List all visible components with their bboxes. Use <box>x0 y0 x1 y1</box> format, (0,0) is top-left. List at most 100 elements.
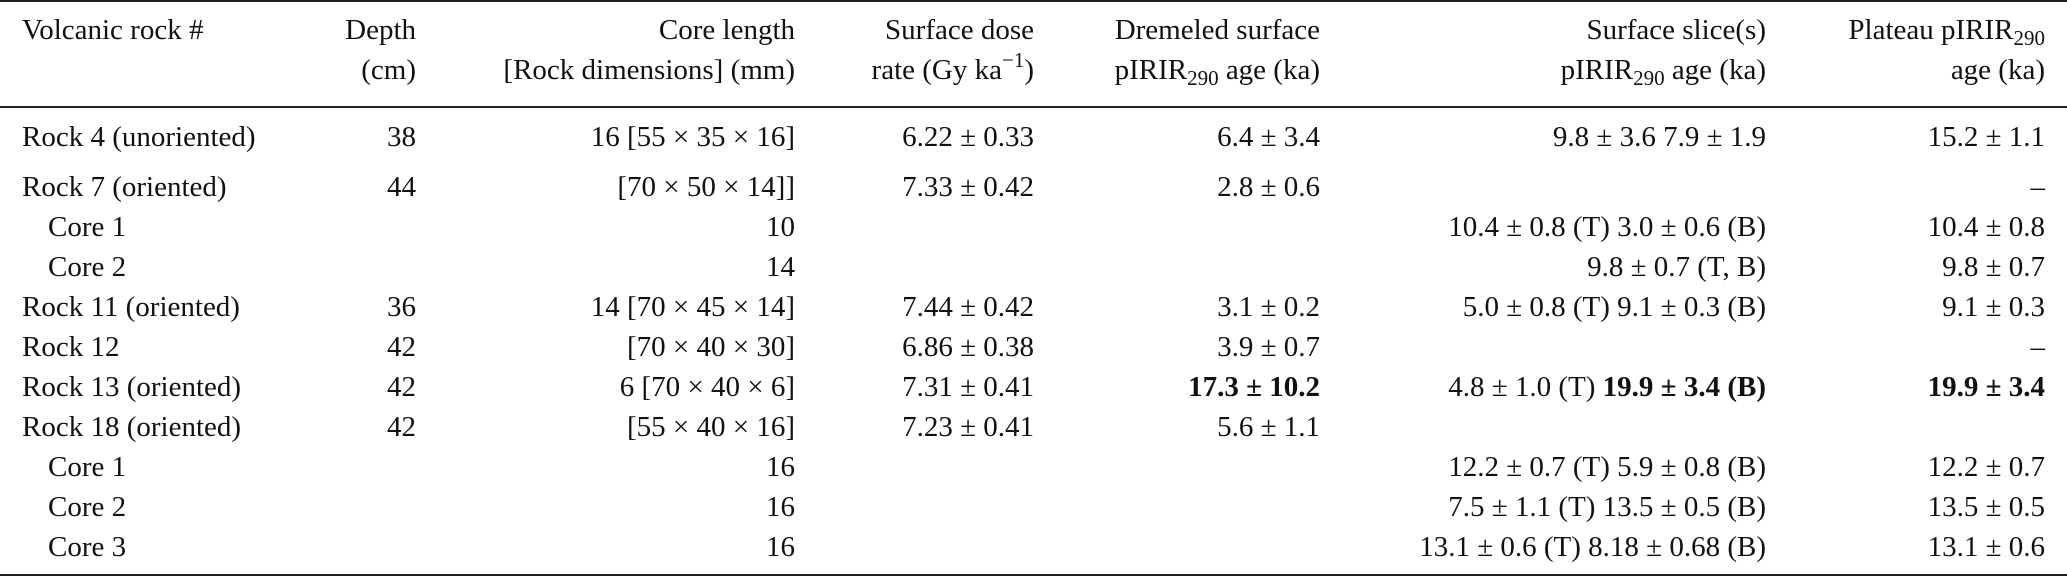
header-subscript: 290 <box>1633 66 1665 90</box>
header-text: pIRIR <box>1114 54 1188 86</box>
cell-rock: Rock 18 (oriented) <box>22 411 242 443</box>
cell-rock: Rock 11 (oriented) <box>22 291 240 323</box>
header-line: pIRIR290 age (ka) <box>1320 50 1766 90</box>
slice-value: 4.8 ± 1.0 (T) <box>1448 371 1603 403</box>
cell-plateau-age: 12.2 ± 0.7 <box>1927 451 2045 483</box>
cell-plateau-age: 13.1 ± 0.6 <box>1927 531 2045 563</box>
cell-dose-rate <box>795 247 1034 287</box>
cell-dremeled-age: 3.1 ± 0.2 <box>1217 291 1320 323</box>
cell-rock: Rock 13 (oriented) <box>22 371 242 403</box>
cell-depth <box>310 207 416 247</box>
header-text: rate (Gy ka <box>871 54 1002 86</box>
table-row: Core 2 16 7.5 ± 1.1 (T) 13.5 ± 0.5 (B) 1… <box>0 487 2067 527</box>
cell-dose-rate: 6.86 ± 0.38 <box>902 331 1034 363</box>
cell-depth <box>310 447 416 487</box>
cell-plateau-age <box>1766 407 2067 447</box>
cell-depth: 44 <box>387 171 416 203</box>
cell-plateau-age: 10.4 ± 0.8 <box>1927 211 2045 243</box>
table-row: Rock 13 (oriented) 42 6 [70 × 40 × 6] 7.… <box>0 367 2067 407</box>
bottom-rule <box>0 574 2067 576</box>
cell-dose-rate <box>795 487 1034 527</box>
cell-depth: 42 <box>387 331 416 363</box>
table-row: Core 1 10 10.4 ± 0.8 (T) 3.0 ± 0.6 (B) 1… <box>0 207 2067 247</box>
cell-core-length: 10 <box>766 211 795 243</box>
cell-dremeled-age: 6.4 ± 3.4 <box>1217 121 1320 153</box>
header-text: pIRIR <box>1560 54 1634 86</box>
cell-slice-age <box>1320 167 1766 207</box>
cell-rock: Core 2 <box>48 491 127 523</box>
cell-rock: Rock 12 <box>22 331 120 363</box>
cell-core-length: 16 <box>766 451 795 483</box>
bold-value: 17.3 ± 10.2 <box>1188 371 1320 403</box>
header-core-length: Core length [Rock dimensions] (mm) <box>416 0 795 107</box>
cell-dremeled-age: 3.9 ± 0.7 <box>1217 331 1320 363</box>
header-dremeled-surface-age: Dremeled surface pIRIR290 age (ka) <box>1034 0 1320 107</box>
cell-dremeled-age <box>1034 447 1320 487</box>
header-surface-dose-rate: Surface dose rate (Gy ka−1) <box>795 0 1034 107</box>
cell-dremeled-age <box>1034 487 1320 527</box>
cell-dose-rate: 7.44 ± 0.42 <box>902 291 1034 323</box>
cell-rock: Rock 4 (unoriented) <box>22 121 256 153</box>
header-line: Surface slice(s) <box>1586 14 1766 46</box>
header-line: Dremeled surface <box>1114 14 1320 46</box>
header-text: age (ka) <box>1218 54 1320 86</box>
cell-rock: Rock 7 (oriented) <box>22 171 227 203</box>
cell-depth <box>310 247 416 287</box>
header-surface-slice-age: Surface slice(s) pIRIR290 age (ka) <box>1320 0 1766 107</box>
table-row: Rock 18 (oriented) 42 [55 × 40 × 16] 7.2… <box>0 407 2067 447</box>
table-row: Core 1 16 12.2 ± 0.7 (T) 5.9 ± 0.8 (B) 1… <box>0 447 2067 487</box>
cell-plateau-age: 19.9 ± 3.4 <box>1766 367 2067 407</box>
cell-slice-age: 5.0 ± 0.8 (T) 9.1 ± 0.3 (B) <box>1462 291 1766 323</box>
cell-slice-age: 9.8 ± 0.7 (T, B) <box>1587 251 1766 283</box>
cell-core-length: 6 [70 × 40 × 6] <box>619 371 795 403</box>
cell-slice-age <box>1320 407 1766 447</box>
cell-plateau-age: – <box>2030 171 2046 203</box>
header-line: rate (Gy ka−1) <box>795 50 1034 90</box>
cell-dremeled-age: 2.8 ± 0.6 <box>1217 171 1320 203</box>
cell-plateau-age: – <box>2030 331 2046 363</box>
header-text: Plateau pIRIR <box>1848 14 2014 46</box>
cell-slice-age: 12.2 ± 0.7 (T) 5.9 ± 0.8 (B) <box>1448 451 1766 483</box>
cell-depth: 38 <box>387 121 416 153</box>
header-subscript: 290 <box>1187 66 1219 90</box>
header-line: age (ka) <box>1950 54 2045 86</box>
cell-slice-age <box>1320 327 1766 367</box>
cell-plateau-age: 9.8 ± 0.7 <box>1942 251 2045 283</box>
cell-dose-rate: 7.31 ± 0.41 <box>902 371 1034 403</box>
cell-dose-rate: 7.33 ± 0.42 <box>902 171 1034 203</box>
cell-slice-age: 10.4 ± 0.8 (T) 3.0 ± 0.6 (B) <box>1448 211 1766 243</box>
cell-rock: Core 1 <box>48 451 127 483</box>
header-superscript: −1 <box>1001 48 1025 72</box>
header-subscript: 290 <box>2013 26 2046 50</box>
cell-core-length: 16 <box>766 531 795 563</box>
header-depth: Depth (cm) <box>310 0 416 107</box>
header-text: age (ka) <box>1664 54 1766 86</box>
header-line: [Rock dimensions] (mm) <box>503 54 795 86</box>
cell-core-length: 16 <box>766 491 795 523</box>
bold-value: 19.9 ± 3.4 <box>1927 371 2045 403</box>
cell-dose-rate <box>795 527 1034 567</box>
table-row: Rock 12 42 [70 × 40 × 30] 6.86 ± 0.38 3.… <box>0 327 2067 367</box>
header-plateau-age: Plateau pIRIR290 age (ka) <box>1766 0 2067 107</box>
cell-depth: 42 <box>387 371 416 403</box>
cell-dose-rate <box>795 207 1034 247</box>
cell-dose-rate <box>795 447 1034 487</box>
cell-dose-rate: 6.22 ± 0.33 <box>902 121 1034 153</box>
header-row: Volcanic rock # Depth (cm) Core length [… <box>0 0 2067 107</box>
header-line: Volcanic rock # <box>22 14 204 46</box>
header-line: pIRIR290 age (ka) <box>1034 50 1320 90</box>
cell-dremeled-age <box>1034 247 1320 287</box>
cell-plateau-age: 9.1 ± 0.3 <box>1942 291 2045 323</box>
cell-core-length: 16 [55 × 35 × 16] <box>590 121 795 153</box>
header-volcanic-rock: Volcanic rock # <box>0 0 310 107</box>
cell-rock: Core 2 <box>48 251 127 283</box>
table-row: Core 3 16 13.1 ± 0.6 (T) 8.18 ± 0.68 (B)… <box>0 527 2067 567</box>
cell-depth <box>310 487 416 527</box>
cell-core-length: [70 × 40 × 30] <box>626 331 795 363</box>
cell-rock: Core 3 <box>48 531 127 563</box>
cell-slice-age: 13.1 ± 0.6 (T) 8.18 ± 0.68 (B) <box>1419 531 1766 563</box>
cell-plateau-age: 15.2 ± 1.1 <box>1927 121 2045 153</box>
cell-dremeled-age <box>1034 207 1320 247</box>
